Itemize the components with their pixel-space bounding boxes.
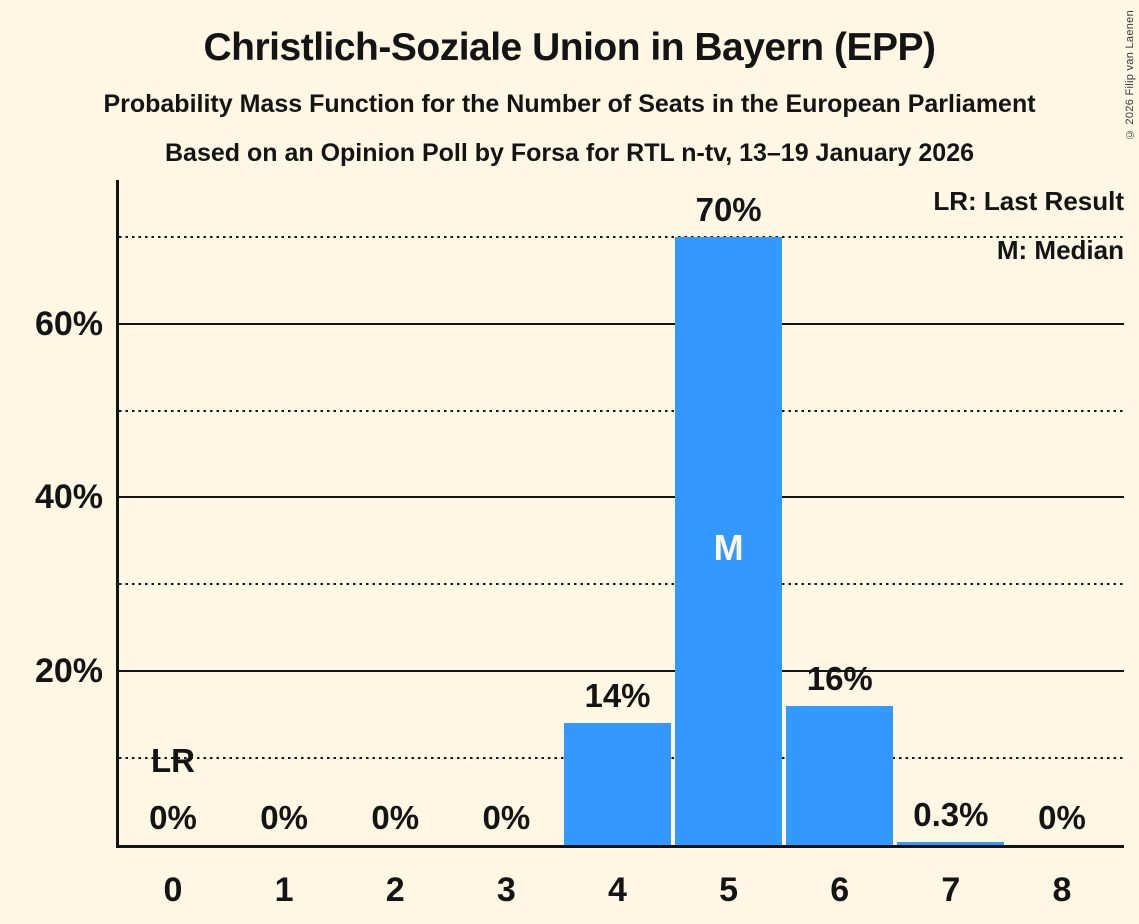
gridline-solid-40 [119,496,1124,499]
y-tick-label-20: 20% [34,652,103,691]
y-tick-label-60: 60% [34,304,103,343]
bar-value-label-2: 0% [371,799,420,836]
x-tick-label-2: 2 [385,871,405,909]
chart-subtitle-poll: Based on an Opinion Poll by Forsa for RT… [164,139,975,167]
last-result-marker: LR [151,742,195,779]
bar-seat-6 [786,705,894,845]
x-tick-label-1: 1 [274,871,294,909]
x-tick-label-8: 8 [1052,871,1072,909]
bar-value-label-5: 70% [695,190,762,228]
y-tick-label-40: 40% [34,478,103,517]
gridline-dotted-70 [119,235,1124,238]
x-tick-label-4: 4 [608,871,627,909]
bar-value-label-8: 0% [1038,799,1086,836]
median-marker: M [713,526,744,568]
bar-value-label-1: 0% [260,799,308,836]
bar-value-label-7: 0.3% [913,796,989,834]
bar-seat-7 [897,842,1005,845]
legend-median: M: Median [996,235,1124,265]
x-tick-label-6: 6 [830,871,850,909]
bar-value-label-3: 0% [482,799,531,836]
gridline-solid-60 [119,322,1124,325]
x-tick-label-3: 3 [496,871,516,909]
x-tick-label-0: 0 [163,871,183,909]
gridline-dotted-30 [119,583,1124,586]
x-axis [116,845,1124,848]
gridline-dotted-50 [119,409,1124,412]
chart-subtitle-pmf: Probability Mass Function for the Number… [103,90,1036,118]
y-axis [116,180,119,848]
bar-seat-4 [564,723,671,845]
bar-value-label-0: 0% [149,799,197,836]
bar-seat-5 [675,236,783,845]
chart-title: Christlich-Soziale Union in Bayern (EPP) [203,26,936,69]
x-tick-label-7: 7 [941,871,961,909]
bar-value-label-6: 16% [806,659,873,697]
bar-value-label-4: 14% [584,677,651,715]
x-tick-label-5: 5 [719,871,739,909]
legend-last-result: LR: Last Result [933,186,1124,216]
gridline-solid-20 [119,670,1124,673]
